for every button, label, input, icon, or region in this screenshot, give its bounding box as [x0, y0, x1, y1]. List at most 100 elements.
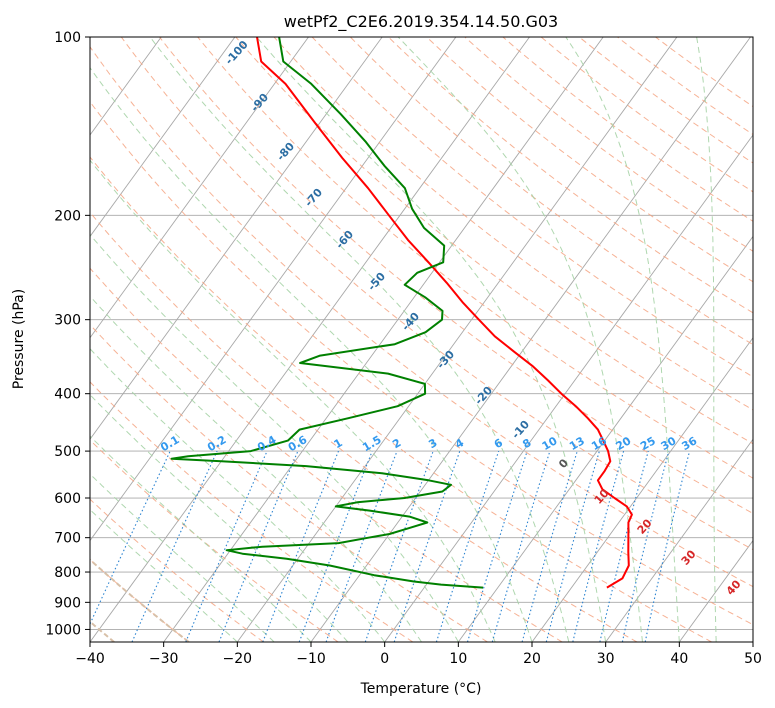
isotherm-line — [678, 539, 753, 642]
dry-adiabat-line — [311, 37, 753, 378]
mixing-ratio-label: 20 — [614, 434, 634, 453]
mixing-ratio-line — [185, 450, 268, 642]
dry-adiabat-label: 10 — [592, 486, 612, 506]
y-tick-label: 600 — [54, 491, 81, 507]
dry-adiabat-line — [578, 37, 753, 164]
isotherm-line — [163, 37, 604, 642]
moist-adiabat-line — [90, 435, 312, 642]
dry-adiabat-line — [90, 498, 264, 642]
y-tick-label: 800 — [54, 565, 81, 581]
isotherm-line — [90, 37, 531, 642]
dry-adiabat-line — [90, 439, 339, 642]
dry-adiabat-line — [464, 37, 753, 252]
y-tick-label: 700 — [54, 531, 81, 547]
mixing-ratio-label: 30 — [659, 434, 679, 453]
x-tick-label: 50 — [744, 651, 762, 667]
mixing-ratio-line — [90, 450, 171, 626]
x-tick-label: 40 — [670, 651, 688, 667]
x-axis-title: Temperature (°C) — [360, 681, 482, 697]
mixing-ratio-line — [218, 450, 299, 642]
dry-adiabat-line — [425, 37, 753, 283]
y-tick-label: 500 — [54, 444, 81, 460]
mixing-ratio-label: 1 — [332, 436, 345, 451]
mixing-ratio-line — [325, 450, 398, 642]
mixing-ratio-line — [466, 450, 528, 642]
moist-adiabat-line — [255, 37, 607, 642]
mixing-ratio-label: 3 — [426, 436, 439, 451]
dry-adiabat-label: -10 — [509, 418, 532, 442]
moist-adiabat-line — [696, 37, 717, 642]
mixing-ratio-label: 6 — [492, 436, 505, 451]
mixing-ratio-line — [621, 450, 670, 642]
chart-title: wetPf2_C2E6.2019.354.14.50.G03 — [284, 12, 558, 32]
dry-adiabat-label: -90 — [248, 91, 271, 115]
mixing-ratio-line — [262, 450, 340, 642]
mixing-ratio-label: 10 — [540, 434, 560, 453]
dry-adiabat-label: -70 — [302, 186, 325, 210]
mixing-ratio-label: 25 — [638, 434, 658, 453]
temperature-profile-line — [256, 37, 633, 589]
y-tick-label: 900 — [54, 595, 81, 611]
x-tick-label: 30 — [597, 651, 615, 667]
y-tick-label: 100 — [54, 30, 81, 46]
moist-adiabat-line — [90, 394, 349, 642]
isotherm-line — [531, 337, 753, 642]
mixing-ratio-line — [364, 450, 434, 642]
dry-adiabat-label: 30 — [679, 547, 699, 567]
dry-adiabat-label: -100 — [223, 38, 251, 67]
mixing-ratio-label: 16 — [589, 434, 609, 453]
x-tick-label: −40 — [75, 651, 105, 667]
mixing-ratio-label: 8 — [520, 436, 533, 451]
mixing-ratio-line — [545, 450, 600, 642]
dry-adiabat-line — [90, 559, 190, 642]
x-tick-label: −30 — [149, 651, 179, 667]
mixing-ratio-line — [599, 450, 649, 642]
y-tick-label: 200 — [54, 208, 81, 224]
isotherm-line — [605, 438, 753, 642]
moist-adiabat-line — [149, 37, 570, 642]
mixing-ratio-line — [131, 450, 218, 642]
dry-adiabat-line — [158, 37, 753, 515]
dry-adiabat-label: -20 — [472, 384, 495, 408]
moist-adiabat-line — [90, 233, 459, 642]
dry-adiabat-line — [540, 37, 753, 193]
isotherm-line — [90, 37, 236, 238]
moist-adiabat-line — [90, 348, 386, 642]
dry-adiabat-line — [90, 323, 488, 642]
dry-adiabat-label: -30 — [434, 348, 457, 372]
isotherm-line — [752, 641, 753, 642]
moist-adiabat-line — [90, 295, 422, 642]
dry-adiabat-line — [90, 381, 414, 642]
isotherm-line — [90, 37, 162, 136]
x-tick-label: 20 — [523, 651, 541, 667]
mixing-ratio-line — [298, 450, 373, 642]
isotherm-line — [236, 37, 678, 642]
mixing-ratio-line — [572, 450, 625, 642]
y-tick-label: 300 — [54, 313, 81, 329]
dry-adiabat-line — [349, 37, 753, 346]
isotherm-line — [457, 235, 753, 642]
moist-adiabat-line — [565, 37, 680, 642]
mixing-ratio-line — [491, 450, 551, 642]
x-tick-label: −20 — [223, 651, 253, 667]
dewpoint-profile-line — [170, 37, 484, 589]
x-tick-label: 0 — [380, 651, 389, 667]
isotherm-line — [90, 37, 383, 441]
dry-adiabat-line — [90, 100, 753, 626]
x-tick-label: 10 — [449, 651, 467, 667]
isotherm-line — [384, 134, 753, 642]
dry-adiabat-line — [90, 156, 712, 642]
mixing-ratio-line — [644, 450, 691, 642]
mixing-ratio-line — [435, 450, 500, 642]
moist-adiabat-line — [90, 473, 275, 642]
mixing-ratio-line — [521, 450, 578, 642]
dry-adiabat-line — [90, 267, 563, 642]
dry-adiabat-line — [120, 37, 753, 551]
moist-adiabat-line — [90, 66, 533, 642]
moist-adiabat-line — [90, 508, 238, 642]
mixing-ratio-label: 4 — [453, 436, 466, 451]
isotherm-line — [310, 37, 752, 642]
isotherm-line — [90, 37, 310, 339]
y-tick-label: 400 — [54, 387, 81, 403]
